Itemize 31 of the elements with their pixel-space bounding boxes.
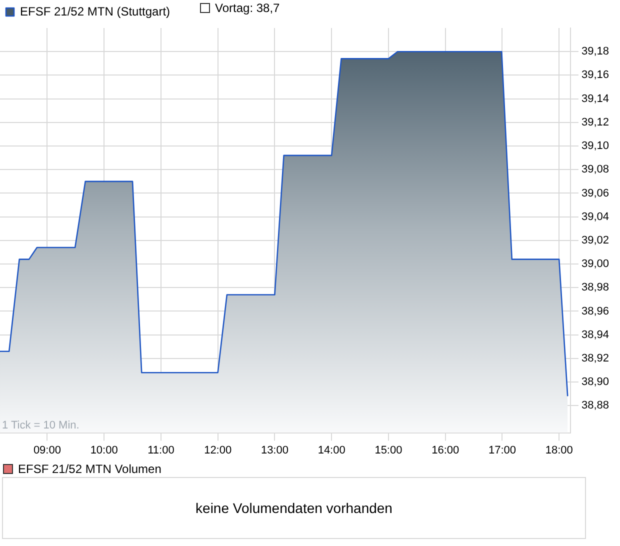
y-tick-label: 39,18 [581, 46, 610, 58]
x-tick-label: 17:00 [488, 444, 516, 456]
y-tick-label: 38,90 [581, 376, 610, 388]
y-tick-label: 39,12 [581, 116, 610, 128]
y-tick-label: 38,92 [581, 352, 610, 364]
y-tick-label: 39,10 [581, 140, 610, 152]
text: Vortag: 38,7 [215, 1, 280, 15]
x-tick-label: 11:00 [148, 444, 174, 456]
y-tick-label: 39,02 [581, 234, 610, 246]
x-tick-label: 13:00 [260, 444, 288, 456]
text: keine Volumendaten vorhanden [196, 500, 392, 516]
annotation: 1 Tick = 10 Min. [2, 419, 80, 432]
y-tick-label: 39,00 [581, 258, 610, 270]
x-tick-label: 14:00 [318, 444, 346, 456]
x-tick-label: 09:00 [33, 444, 61, 456]
y-tick-label: 39,14 [581, 92, 610, 105]
y-tick-label: 39,06 [581, 187, 610, 200]
x-tick-label: 15:00 [374, 444, 402, 456]
y-tick-label: 38,94 [581, 328, 610, 341]
y-tick-label: 38,96 [581, 305, 610, 318]
text: EFSF 21/52 MTN Volumen [18, 462, 162, 476]
y-tick-label: 39,08 [581, 164, 610, 176]
x-tick-label: 10:00 [90, 444, 118, 456]
x-tick-label: 16:00 [432, 444, 460, 456]
y-tick-label: 39,04 [581, 210, 610, 223]
y-tick-label: 38,88 [581, 400, 610, 412]
x-tick-label: 18:00 [545, 444, 573, 456]
y-tick-label: 38,98 [581, 282, 610, 294]
y-tick-label: 39,16 [581, 69, 610, 82]
legend-label: EFSF 21/52 MTN (Stuttgart) [20, 4, 170, 18]
x-tick-label: 12:00 [204, 444, 232, 456]
